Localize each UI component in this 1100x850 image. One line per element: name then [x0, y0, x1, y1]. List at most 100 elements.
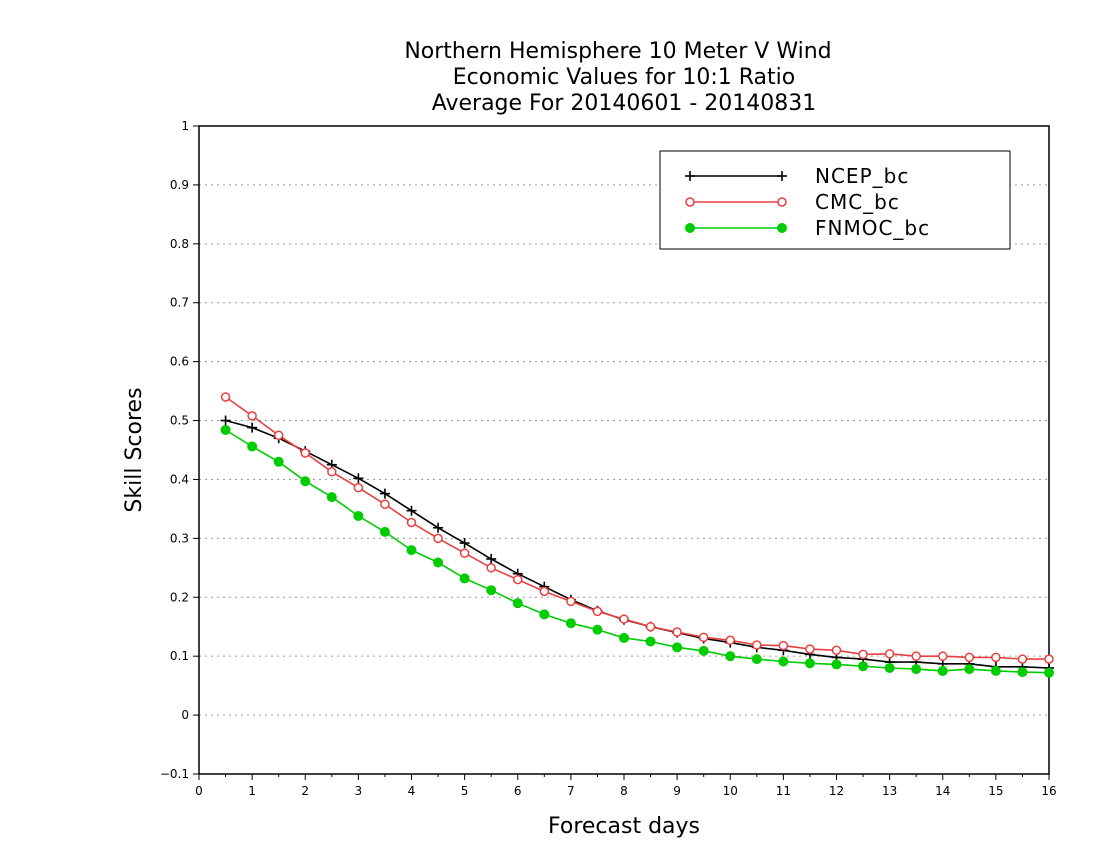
y-tick-label: 0.2: [170, 590, 189, 604]
x-tick-label: 7: [567, 784, 575, 798]
data-point: [685, 197, 695, 207]
data-point: [539, 586, 550, 597]
data-point: [353, 482, 364, 493]
data-point: [433, 557, 444, 568]
y-tick-label: 0.6: [170, 355, 189, 369]
data-point: [406, 517, 417, 528]
data-point: [380, 499, 390, 509]
data-point: [539, 609, 550, 620]
x-tick-label: 4: [408, 784, 416, 798]
data-point: [1017, 654, 1028, 664]
y-tick-label: 0: [181, 708, 189, 722]
data-point: [300, 448, 310, 458]
data-point: [512, 598, 523, 609]
chart-title: Northern Hemisphere 10 Meter V Wind Econ…: [404, 39, 831, 116]
data-point: [247, 422, 258, 433]
y-tick-label: 0.8: [170, 237, 189, 251]
data-point: [1044, 654, 1054, 664]
data-point: [964, 664, 975, 675]
data-point: [884, 662, 895, 673]
data-point: [777, 223, 787, 233]
data-point: [698, 645, 709, 656]
data-point: [592, 624, 603, 635]
data-point: [778, 640, 789, 651]
legend-entry: NCEP_bc: [685, 164, 908, 188]
data-point: [777, 171, 787, 181]
x-tick-label: 16: [1041, 784, 1056, 798]
data-point: [831, 659, 842, 670]
legend-label: FNMOC_bc: [815, 216, 930, 240]
data-point: [778, 656, 789, 667]
data-point: [406, 545, 417, 556]
data-point: [220, 424, 231, 435]
legend-entry: CMC_bc: [685, 190, 900, 214]
data-point: [406, 505, 417, 516]
data-point: [858, 661, 869, 672]
data-point: [685, 171, 695, 181]
x-tick-label: 11: [776, 784, 791, 798]
title-line-2: Economic Values for 10:1 Ratio: [453, 65, 795, 90]
data-point: [247, 411, 257, 421]
y-tick-label: 0.3: [170, 531, 189, 545]
data-point: [964, 652, 975, 663]
data-point: [672, 642, 683, 653]
data-point: [619, 614, 629, 624]
data-point: [433, 533, 443, 544]
x-tick-label: 15: [988, 784, 1003, 798]
data-point: [938, 651, 948, 661]
series-fnmoc-bc: [220, 424, 1054, 678]
data-point: [911, 664, 922, 675]
x-tick-label: 14: [935, 784, 950, 798]
data-point: [565, 618, 576, 629]
data-point: [937, 665, 948, 676]
x-tick-label: 5: [461, 784, 469, 798]
data-point: [1044, 667, 1054, 678]
x-axis-label: Forecast days: [548, 814, 700, 839]
data-point: [685, 223, 695, 233]
data-point: [327, 467, 337, 477]
x-tick-label: 1: [248, 784, 256, 798]
x-tick-label: 9: [673, 784, 681, 798]
series-line: [225, 396, 1049, 660]
legend-entry: FNMOC_bc: [685, 216, 930, 240]
y-tick-label: 0.1: [170, 649, 189, 663]
x-tick-label: 13: [882, 784, 897, 798]
y-tick-label: 0.4: [170, 472, 189, 486]
data-point: [831, 645, 842, 656]
series-ncep-bc: [220, 415, 1054, 673]
x-tick-label: 3: [355, 784, 363, 798]
x-tick-label: 12: [829, 784, 844, 798]
data-point: [220, 415, 231, 426]
x-tick-label: 6: [514, 784, 522, 798]
title-line-3: Average For 20140601 - 20140831: [432, 91, 817, 116]
data-point: [486, 553, 497, 564]
data-point: [858, 649, 868, 660]
data-point: [911, 651, 921, 661]
y-axis: −0.1 0 0.1 0.2 0.3 0.4 0.5 0.6 0.7 0.8 0.9 1: [160, 119, 199, 781]
data-point: [725, 651, 736, 662]
data-point: [777, 197, 787, 207]
data-point: [884, 649, 895, 659]
y-tick-label: −0.1: [160, 767, 189, 781]
data-point: [751, 654, 762, 665]
y-tick-label: 0.5: [170, 414, 189, 428]
data-point: [990, 665, 1001, 676]
x-axis: 0 1 2 3 4 5 6 7 8 9 10 11 12 13 14 15 16: [195, 774, 1057, 798]
legend-box: [659, 150, 1011, 250]
series-cmc-bc: [220, 392, 1054, 664]
data-point: [566, 596, 576, 607]
series-line: [225, 429, 1050, 674]
data-point: [379, 488, 390, 499]
data-point: [433, 522, 444, 533]
data-point: [991, 652, 1001, 663]
x-tick-label: 8: [620, 784, 628, 798]
data-point: [513, 574, 523, 585]
y-axis-label: Skill Scores: [122, 387, 147, 512]
data-point: [672, 627, 682, 637]
data-point: [619, 632, 629, 643]
data-point: [459, 548, 470, 558]
data-point: [1017, 667, 1028, 678]
legend-label: CMC_bc: [815, 190, 900, 214]
